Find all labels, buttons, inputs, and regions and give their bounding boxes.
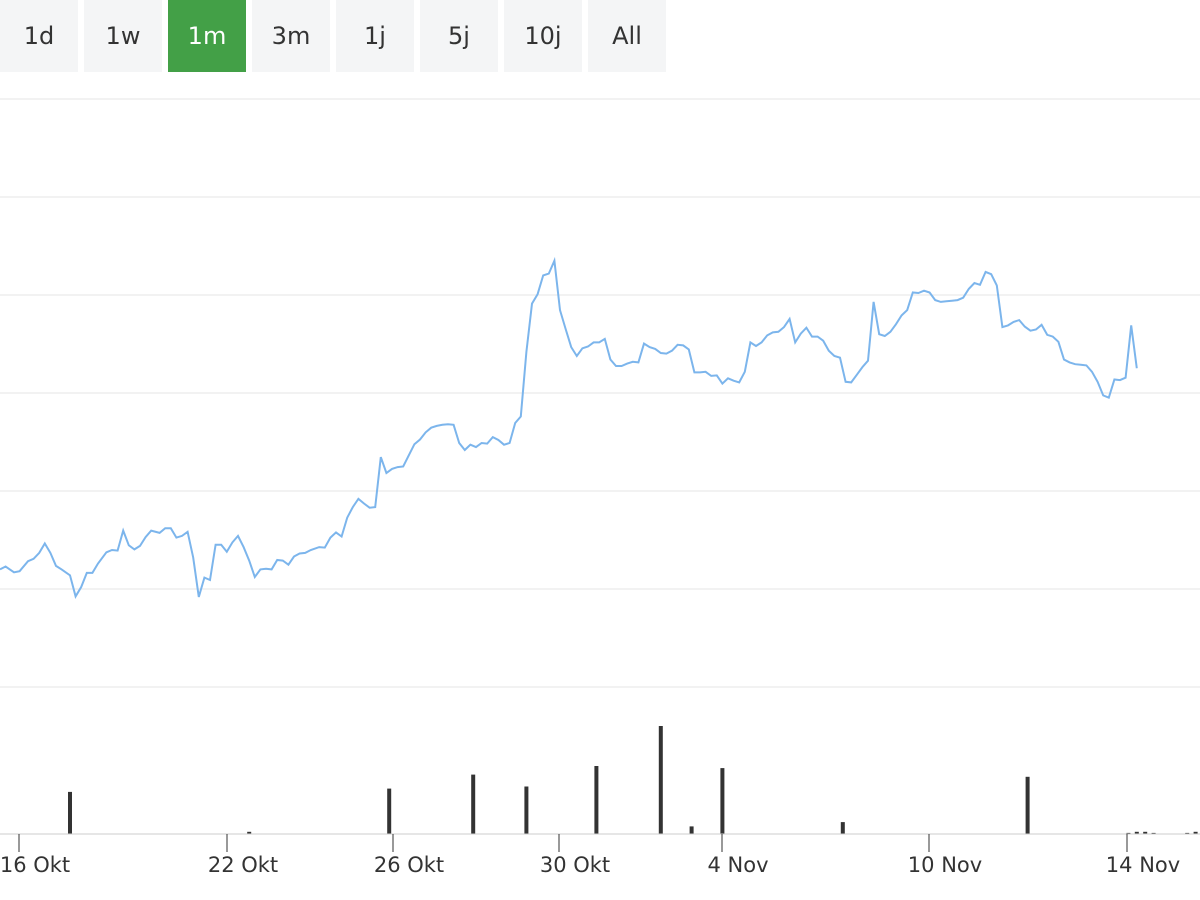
volume-bar bbox=[387, 788, 392, 834]
range-button-5j[interactable]: 5j bbox=[420, 0, 498, 72]
x-tick-label: 30 Okt bbox=[540, 853, 610, 877]
range-button-1d[interactable]: 1d bbox=[0, 0, 78, 72]
volume-bar bbox=[1185, 832, 1190, 834]
range-button-3m[interactable]: 3m bbox=[252, 0, 330, 72]
range-selector: 1d 1w 1m 3m 1j 5j 10j All bbox=[0, 0, 672, 72]
x-tick-label: 16 Okt bbox=[0, 853, 70, 877]
price-line bbox=[0, 256, 1138, 599]
volume-bar bbox=[1151, 832, 1156, 834]
volume-bar bbox=[1025, 776, 1030, 834]
x-tick-label: 14 Nov bbox=[1106, 853, 1180, 877]
range-button-1w[interactable]: 1w bbox=[84, 0, 162, 72]
volume-bar bbox=[689, 826, 694, 834]
range-button-10j[interactable]: 10j bbox=[504, 0, 582, 72]
volume-bar bbox=[1126, 832, 1131, 834]
volume-bar bbox=[524, 786, 529, 834]
range-button-1j[interactable]: 1j bbox=[336, 0, 414, 72]
volume-bar bbox=[247, 831, 252, 834]
volume-bar bbox=[1143, 831, 1148, 834]
volume-bar bbox=[471, 774, 476, 834]
volume-bar bbox=[68, 791, 72, 834]
x-tick-label: 26 Okt bbox=[374, 853, 444, 877]
volume-bar bbox=[1134, 831, 1139, 834]
volume-bar bbox=[720, 768, 725, 834]
volume-bar bbox=[840, 822, 845, 834]
volume-bar bbox=[1193, 831, 1198, 834]
volume-bar bbox=[658, 726, 663, 834]
x-tick-label: 22 Okt bbox=[208, 853, 278, 877]
x-tick-label: 4 Nov bbox=[707, 853, 768, 877]
x-tick-label: 10 Nov bbox=[908, 853, 982, 877]
range-button-all[interactable]: All bbox=[588, 0, 666, 72]
range-button-1m[interactable]: 1m bbox=[168, 0, 246, 72]
volume-bar bbox=[594, 766, 599, 834]
